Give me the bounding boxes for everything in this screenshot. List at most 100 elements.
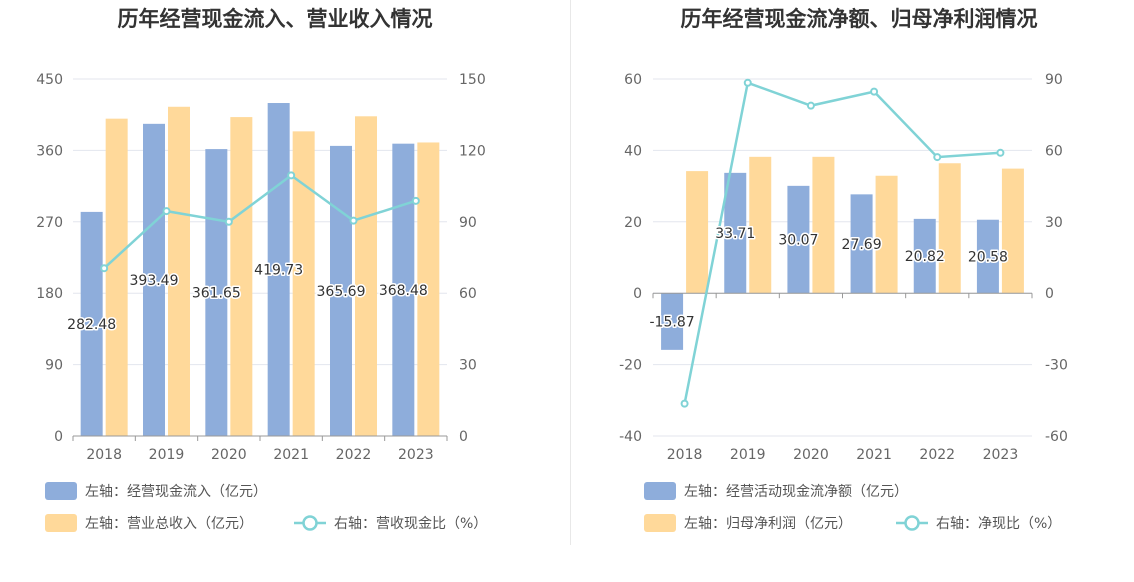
legend-label: 左轴：归母净利润（亿元） bbox=[684, 515, 852, 532]
chart-cash-inflow-revenue: 历年经营现金流入、营业收入情况 450 150 360 120 270 90 180 60 90 3… bbox=[36, 7, 487, 532]
bar-data-label: 30.07 bbox=[778, 233, 818, 249]
right-axis-tick-label: 0 bbox=[459, 429, 468, 445]
bar-series1 bbox=[913, 218, 936, 294]
right-axis-tick-label: 60 bbox=[1045, 143, 1063, 159]
series-line bbox=[103, 173, 417, 270]
bar-series1 bbox=[850, 194, 873, 294]
left-axis-tick-label: 0 bbox=[633, 286, 642, 302]
bar-series1 bbox=[330, 145, 352, 437]
bar-series1 bbox=[976, 219, 999, 294]
legend-label: 左轴：经营现金流入（亿元） bbox=[85, 484, 267, 500]
x-axis-tick-label: 2021 bbox=[856, 447, 892, 463]
left-axis-tick-label: 450 bbox=[36, 72, 63, 88]
legend-label: 右轴：净现比（%） bbox=[936, 516, 1061, 532]
bar-series1 bbox=[661, 293, 684, 350]
bar-series1 bbox=[267, 103, 290, 437]
bar-series2 bbox=[812, 156, 835, 294]
x-axis-tick-label: 2018 bbox=[667, 447, 703, 463]
line-point bbox=[162, 207, 171, 216]
legend-swatch-marker bbox=[904, 515, 920, 531]
line-point bbox=[411, 196, 420, 205]
bar-series1 bbox=[787, 185, 810, 294]
legend-swatch bbox=[45, 514, 77, 532]
bar-data-label: 33.71 bbox=[715, 226, 755, 242]
bar-series2 bbox=[417, 142, 440, 436]
bar-data-label: 419.73 bbox=[254, 263, 303, 279]
bar-series2 bbox=[875, 175, 898, 294]
bar-data-label: 282.48 bbox=[67, 317, 116, 333]
x-axis-tick-label: 2021 bbox=[273, 447, 309, 463]
line-point bbox=[680, 399, 689, 408]
left-axis-tick-label: 180 bbox=[36, 286, 63, 302]
bar-data-label: -15.87 bbox=[650, 315, 695, 331]
right-axis-tick-label: 60 bbox=[459, 286, 477, 302]
right-axis-tick-label: 120 bbox=[459, 143, 486, 159]
line-point bbox=[287, 171, 296, 180]
left-axis-tick-label: -40 bbox=[619, 429, 642, 445]
bar-series2 bbox=[105, 118, 128, 437]
left-axis-tick-label: 90 bbox=[45, 358, 63, 374]
line-point bbox=[996, 148, 1005, 157]
chart-title: 历年经营现金流净额、归母净利润情况 bbox=[681, 7, 1038, 31]
bar-series2 bbox=[1001, 168, 1024, 294]
right-axis-tick-label: 150 bbox=[459, 72, 486, 88]
bar-data-label: 361.65 bbox=[192, 286, 241, 302]
bar-series1 bbox=[80, 211, 103, 436]
legend-label: 左轴：营业总收入（亿元） bbox=[85, 516, 253, 532]
right-axis-tick-label: 90 bbox=[1045, 72, 1063, 88]
chart-panel-net-cashflow-profit: 历年经营现金流净额、归母净利润情况 60 90 40 60 20 30 0 0 -20 -30 -40… bbox=[575, 0, 1134, 582]
chart-net-cashflow-profit: 历年经营现金流净额、归母净利润情况 60 90 40 60 20 30 0 0 -20 -30 -40… bbox=[619, 7, 1068, 532]
x-axis-tick-label: 2018 bbox=[86, 447, 122, 463]
bar-series2 bbox=[355, 116, 377, 436]
line-point bbox=[870, 87, 879, 96]
right-axis-tick-label: -60 bbox=[1045, 429, 1068, 445]
bar-data-label: 365.69 bbox=[317, 284, 366, 300]
right-axis-tick-label: 30 bbox=[1045, 215, 1063, 231]
bar-data-label: 20.82 bbox=[905, 249, 945, 265]
left-axis-tick-label: 20 bbox=[624, 215, 642, 231]
line-point bbox=[224, 217, 233, 226]
bar-series2 bbox=[686, 171, 709, 294]
x-axis-tick-label: 2020 bbox=[793, 447, 829, 463]
bar-series2 bbox=[168, 106, 190, 437]
bar-series2 bbox=[292, 131, 315, 437]
x-axis-tick-label: 2020 bbox=[211, 447, 247, 463]
left-axis-tick-label: -20 bbox=[619, 358, 642, 374]
bar-series1 bbox=[392, 143, 415, 436]
bar-series1 bbox=[143, 123, 165, 436]
x-axis-tick-label: 2019 bbox=[149, 447, 185, 463]
right-axis-tick-label: 90 bbox=[459, 215, 477, 231]
legend-swatch-marker bbox=[302, 515, 318, 531]
bar-data-label: 20.58 bbox=[968, 249, 1008, 265]
chart-title: 历年经营现金流入、营业收入情况 bbox=[118, 7, 433, 31]
bar-data-label: 368.48 bbox=[379, 283, 428, 299]
x-axis-tick-label: 2022 bbox=[919, 447, 955, 463]
legend-swatch bbox=[644, 514, 676, 532]
series-line bbox=[683, 81, 1001, 404]
right-axis-tick-label: -30 bbox=[1045, 358, 1068, 374]
bar-series1 bbox=[724, 172, 747, 294]
legend-label: 左轴：经营活动现金流净额（亿元） bbox=[684, 484, 908, 500]
bar-series2 bbox=[230, 117, 253, 436]
line-point bbox=[933, 153, 942, 162]
bar-series2 bbox=[749, 156, 772, 294]
x-axis-tick-label: 2023 bbox=[983, 447, 1019, 463]
line-point bbox=[743, 78, 752, 87]
left-axis-tick-label: 0 bbox=[54, 429, 63, 445]
line-point bbox=[100, 264, 109, 273]
legend-swatch bbox=[644, 482, 676, 500]
panel-divider bbox=[570, 0, 571, 545]
x-axis-tick-label: 2022 bbox=[336, 447, 372, 463]
bar-series2 bbox=[938, 163, 961, 294]
bar-data-label: 393.49 bbox=[130, 273, 179, 289]
legend-label: 右轴：营收现金比（%） bbox=[334, 516, 487, 532]
left-axis-tick-label: 60 bbox=[624, 72, 642, 88]
left-axis-tick-label: 40 bbox=[624, 143, 642, 159]
bar-data-label: 27.69 bbox=[842, 237, 882, 253]
x-axis-tick-label: 2023 bbox=[398, 447, 434, 463]
line-point bbox=[806, 101, 815, 110]
legend-swatch bbox=[45, 482, 77, 500]
chart-panel-cash-inflow-revenue: 历年经营现金流入、营业收入情况 450 150 360 120 270 90 180 60 90 3… bbox=[36, 7, 487, 532]
left-axis-tick-label: 270 bbox=[36, 215, 63, 231]
right-axis-tick-label: 0 bbox=[1045, 286, 1054, 302]
